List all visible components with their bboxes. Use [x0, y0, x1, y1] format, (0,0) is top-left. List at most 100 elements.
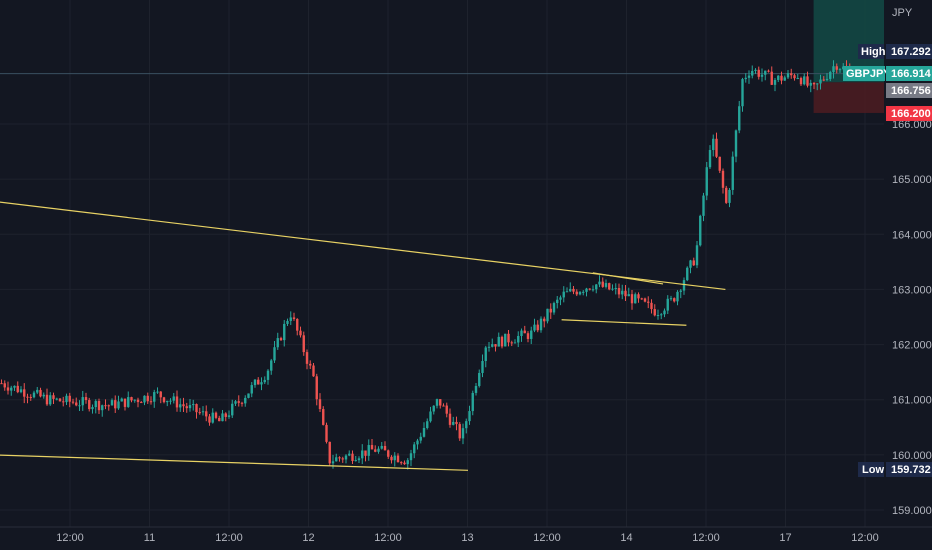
candle-body — [52, 395, 55, 399]
candle-body — [315, 376, 318, 400]
candle-body — [721, 170, 725, 188]
candle-body — [546, 308, 549, 322]
candle-body — [734, 130, 738, 157]
price-tick-label: 163.000 — [892, 284, 932, 296]
candle-body — [530, 330, 533, 339]
candle-body — [263, 379, 266, 383]
candle-body — [614, 287, 617, 289]
candle-body — [182, 404, 185, 407]
candle-body — [10, 387, 13, 391]
candle-body — [162, 397, 166, 403]
candle-body — [793, 75, 796, 79]
candle-body — [422, 427, 426, 437]
candle-body — [58, 398, 62, 402]
candle-body — [455, 421, 458, 425]
candle-body — [604, 283, 608, 287]
candle-body — [273, 347, 276, 361]
candle-body — [835, 66, 838, 70]
candle-body — [708, 150, 712, 168]
candle-body — [517, 335, 520, 343]
candle-body — [188, 405, 192, 409]
candle-body — [643, 298, 647, 302]
candle-body — [81, 397, 84, 406]
trendlines[interactable] — [0, 201, 726, 471]
candle-body — [673, 298, 676, 302]
price-tick-label: 159.000 — [892, 505, 932, 517]
candle-body — [611, 288, 614, 290]
candle-body — [227, 415, 231, 417]
price-tick-label: 164.000 — [892, 229, 932, 241]
candle-body — [289, 317, 292, 321]
price-tick-label: 165.000 — [892, 174, 932, 186]
candle-body — [725, 187, 728, 203]
stop-price-tag: 166.200 — [886, 106, 932, 121]
candle-body — [266, 370, 270, 380]
candle-body — [338, 457, 341, 459]
candle-body — [55, 398, 58, 400]
low-value: 159.732 — [891, 464, 931, 476]
candle-body — [211, 412, 214, 423]
candle-body — [504, 333, 507, 347]
candle-body — [751, 70, 754, 76]
candle-body — [770, 71, 773, 85]
candle-body — [406, 460, 409, 465]
candle-body — [153, 392, 156, 402]
candle-body — [23, 389, 26, 397]
candle-body — [523, 330, 526, 334]
candle-body — [322, 409, 325, 425]
candle-body — [617, 287, 621, 295]
candle-body — [62, 401, 65, 403]
candle-body — [409, 453, 413, 461]
candle-body — [3, 383, 6, 388]
trendline[interactable] — [0, 454, 469, 471]
candle-body — [591, 289, 595, 291]
candle-body — [471, 392, 474, 412]
candle-body — [689, 260, 692, 268]
candle-body — [468, 411, 471, 422]
trendline[interactable] — [561, 319, 687, 326]
candle-body — [634, 294, 637, 304]
time-tick-label: 12:00 — [851, 532, 879, 544]
candle-body — [556, 299, 559, 304]
candle-body — [208, 416, 211, 423]
candle-body — [169, 400, 172, 402]
candle-body — [838, 69, 842, 71]
candle-body — [832, 66, 835, 73]
candle-body — [663, 310, 666, 315]
time-tick-label: 11 — [144, 532, 155, 544]
candle-body — [624, 290, 627, 297]
candle-body — [416, 440, 419, 445]
candle-body — [247, 393, 250, 398]
candle-body — [166, 400, 169, 403]
candle-body — [195, 404, 198, 413]
candle-body — [754, 69, 757, 71]
candle-body — [656, 315, 660, 317]
candle-body — [442, 405, 445, 407]
candle-body — [803, 76, 806, 85]
candle-body — [510, 342, 513, 344]
candle-body — [45, 394, 49, 405]
candle-body — [640, 298, 643, 300]
candle-body — [110, 400, 114, 406]
candle-body — [575, 291, 578, 295]
candle-body — [627, 294, 630, 297]
candle-body — [244, 397, 247, 404]
candle-body — [114, 400, 117, 409]
candle-body — [16, 385, 19, 393]
candle-body — [572, 288, 575, 292]
candle-body — [715, 138, 718, 157]
candle-body — [757, 69, 760, 77]
candle-body — [201, 411, 205, 413]
candle-body — [526, 333, 530, 339]
candle-body — [403, 462, 406, 465]
candle-body — [354, 460, 357, 462]
candle-body — [29, 396, 32, 398]
candle-body — [682, 280, 686, 291]
candle-body — [383, 445, 387, 451]
price-tick-label: 161.000 — [892, 395, 932, 407]
candle-body — [331, 461, 335, 464]
candle-body — [747, 75, 751, 78]
high-value: 167.292 — [891, 46, 931, 58]
trendline[interactable] — [592, 272, 664, 285]
